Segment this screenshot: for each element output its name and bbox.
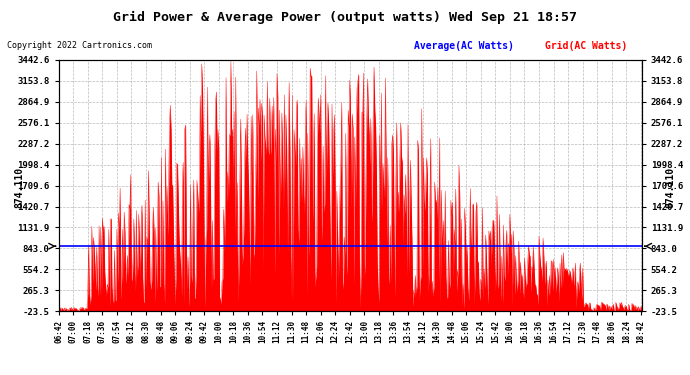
Text: Copyright 2022 Cartronics.com: Copyright 2022 Cartronics.com xyxy=(7,41,152,50)
Text: Grid(AC Watts): Grid(AC Watts) xyxy=(545,41,627,51)
Text: 874.110: 874.110 xyxy=(14,167,24,208)
Text: Grid Power & Average Power (output watts) Wed Sep 21 18:57: Grid Power & Average Power (output watts… xyxy=(113,11,577,24)
Text: 874.110: 874.110 xyxy=(666,167,676,208)
Text: Average(AC Watts): Average(AC Watts) xyxy=(414,41,514,51)
